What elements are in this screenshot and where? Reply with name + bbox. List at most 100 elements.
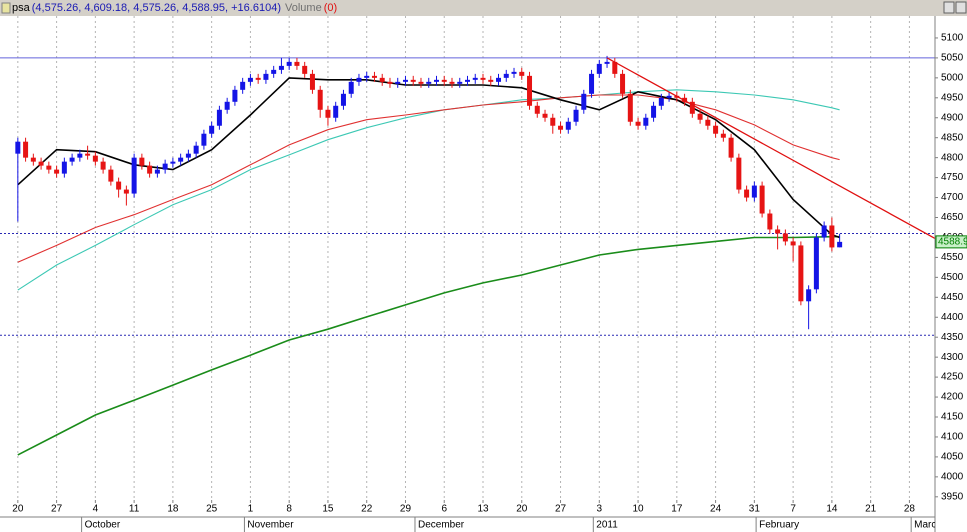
candle-body bbox=[61, 161, 67, 174]
candle-body bbox=[806, 289, 812, 302]
y-tick-label: 4150 bbox=[941, 412, 964, 423]
candle-body bbox=[620, 73, 626, 94]
candle-body bbox=[15, 141, 21, 154]
candle-body bbox=[240, 81, 246, 90]
volume-label: Volume bbox=[285, 2, 322, 14]
candle-body bbox=[612, 61, 618, 74]
candle-body bbox=[782, 233, 788, 242]
y-tick-label: 3950 bbox=[941, 491, 964, 502]
candle-body bbox=[503, 73, 509, 78]
candle-body bbox=[519, 71, 525, 76]
candle-body bbox=[565, 121, 571, 130]
candle-body bbox=[728, 137, 734, 158]
candle-body bbox=[23, 141, 29, 158]
candle-body bbox=[573, 109, 579, 122]
candle-body bbox=[100, 161, 106, 170]
window-button[interactable] bbox=[955, 1, 967, 14]
candle-body bbox=[759, 185, 765, 214]
x-tick-label: 14 bbox=[826, 504, 838, 515]
candle-body bbox=[92, 155, 98, 162]
candle-body bbox=[77, 153, 83, 158]
x-tick-label: 25 bbox=[206, 504, 218, 515]
candle-body bbox=[232, 89, 238, 102]
last-price-label: 4588.9 bbox=[938, 237, 967, 248]
x-tick-label: 29 bbox=[400, 504, 412, 515]
y-tick-label: 4100 bbox=[941, 432, 964, 443]
y-tick-label: 5000 bbox=[941, 72, 964, 83]
y-tick-label: 4550 bbox=[941, 252, 964, 263]
y-tick-label: 4000 bbox=[941, 471, 964, 482]
candle-body bbox=[154, 169, 160, 174]
y-tick-label: 4950 bbox=[941, 92, 964, 103]
y-tick-label: 4300 bbox=[941, 352, 964, 363]
candle-body bbox=[666, 95, 672, 98]
x-tick-label: 22 bbox=[361, 504, 373, 515]
x-tick-label: 8 bbox=[286, 504, 292, 515]
volume-value: (0) bbox=[324, 2, 337, 14]
candle-body bbox=[821, 225, 827, 238]
window-button[interactable] bbox=[943, 1, 955, 14]
candle-body bbox=[193, 145, 199, 154]
candle-body bbox=[216, 109, 222, 126]
candle-body bbox=[178, 157, 184, 162]
candle-body bbox=[480, 77, 486, 80]
x-tick-label: 7 bbox=[790, 504, 796, 515]
candle-body bbox=[418, 81, 424, 84]
candle-body bbox=[589, 73, 595, 94]
moving-average-line bbox=[17, 235, 840, 456]
x-tick-label: 21 bbox=[865, 504, 877, 515]
candle-body bbox=[651, 105, 657, 118]
candle-body bbox=[682, 97, 688, 102]
candle-body bbox=[744, 189, 750, 198]
candle-body bbox=[790, 241, 796, 246]
x-tick-label: 6 bbox=[441, 504, 447, 515]
candle-body bbox=[139, 157, 145, 166]
last-price-box bbox=[935, 235, 967, 249]
candle-body bbox=[54, 169, 60, 174]
candle-body bbox=[356, 77, 362, 82]
plot-area bbox=[0, 55, 935, 456]
month-label: February bbox=[759, 520, 799, 531]
candle-body bbox=[131, 157, 137, 194]
candle-body bbox=[38, 161, 44, 166]
candle-body bbox=[348, 81, 354, 94]
symbol: psa bbox=[12, 2, 31, 14]
y-tick-label: 4400 bbox=[941, 312, 964, 323]
candle-body bbox=[387, 81, 393, 84]
trendline bbox=[606, 57, 941, 242]
y-tick-label: 4050 bbox=[941, 452, 964, 463]
x-tick-label: 11 bbox=[129, 504, 140, 515]
y-tick-label: 4700 bbox=[941, 192, 964, 203]
candle-body bbox=[627, 93, 633, 122]
candle-body bbox=[441, 79, 447, 82]
y-tick-label: 4650 bbox=[941, 212, 964, 223]
candle-body bbox=[201, 133, 207, 146]
x-tick-label: 15 bbox=[322, 504, 334, 515]
candle-body bbox=[209, 125, 215, 134]
y-tick-label: 4900 bbox=[941, 112, 964, 123]
candle-body bbox=[278, 65, 284, 70]
candle-body bbox=[371, 75, 377, 78]
grid bbox=[17, 16, 910, 500]
candle-body bbox=[775, 229, 781, 234]
candle-body bbox=[309, 73, 315, 90]
y-tick-label: 4200 bbox=[941, 392, 964, 403]
candle-body bbox=[689, 101, 695, 114]
candle-body bbox=[170, 161, 176, 164]
candle-body bbox=[147, 165, 153, 174]
candle-body bbox=[829, 225, 835, 248]
candle-body bbox=[30, 157, 36, 162]
candle-body bbox=[472, 77, 478, 80]
candle-body bbox=[123, 189, 129, 194]
x-tick-label: 28 bbox=[904, 504, 916, 515]
candle-body bbox=[581, 93, 587, 110]
candle-body bbox=[317, 89, 323, 110]
candle-body bbox=[255, 77, 261, 80]
candle-body bbox=[410, 79, 416, 82]
x-tick-label: 1 bbox=[248, 504, 254, 515]
candle-body bbox=[46, 165, 52, 170]
candle-body bbox=[85, 153, 91, 156]
date-axis: 20 27 4 11 18 25 1 8 15 22 29 6 13 20 27 3 10 17 24 31 7 14 21… bbox=[12, 500, 935, 532]
y-tick-label: 4250 bbox=[941, 372, 964, 383]
